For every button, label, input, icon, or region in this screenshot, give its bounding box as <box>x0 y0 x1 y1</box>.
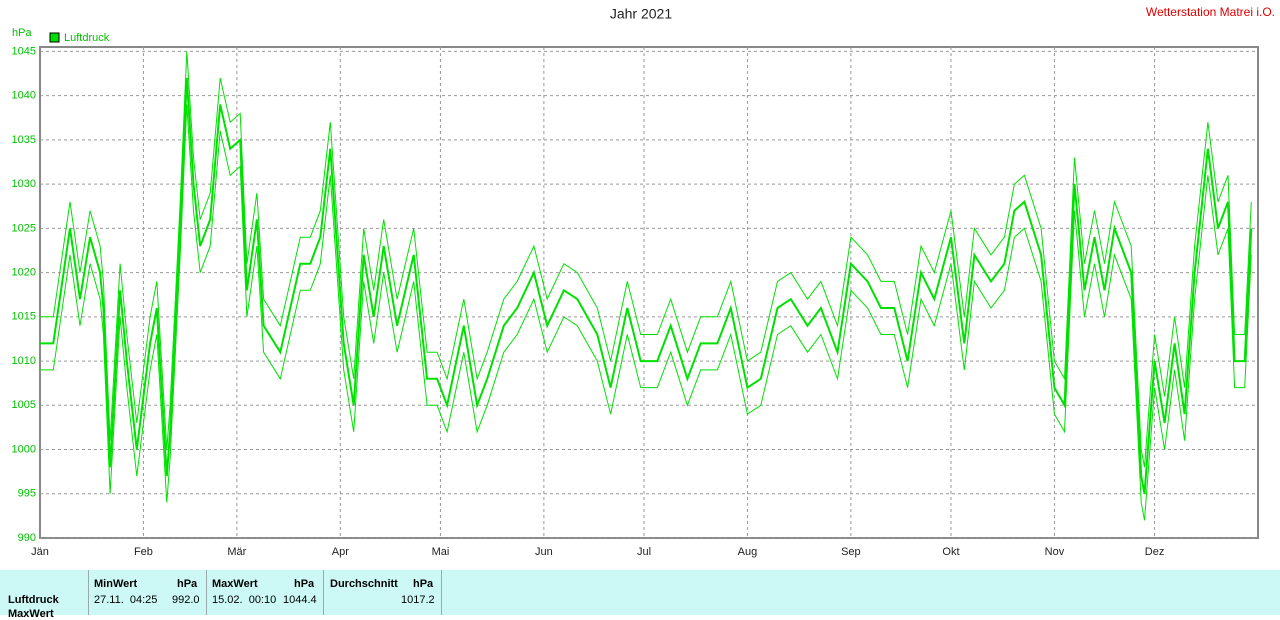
legend-swatch <box>49 32 60 43</box>
chart: Jahr 2021 Wetterstation Matrei i.O. hPa … <box>12 5 1275 558</box>
y-tick-label: 990 <box>18 532 36 544</box>
series-line <box>40 51 1252 468</box>
y-tick-label: 1040 <box>12 90 36 102</box>
header: MinWert <box>94 578 138 590</box>
x-tick-label: Nov <box>1045 546 1065 558</box>
row-label: Luftdruck <box>8 594 59 606</box>
y-tick-label: 1020 <box>12 267 36 279</box>
unit: hPa <box>294 578 315 590</box>
value: 1017.2 <box>401 594 435 606</box>
separator <box>441 570 442 615</box>
separator <box>323 570 324 615</box>
series-line <box>40 77 1253 494</box>
y-unit: hPa <box>12 27 32 39</box>
separator <box>88 570 89 615</box>
x-tick-label: Jul <box>637 546 651 558</box>
series-line <box>40 104 1252 521</box>
y-tick-label: 1030 <box>12 178 36 190</box>
station-name: Wetterstation Matrei i.O. <box>1146 5 1275 19</box>
separator <box>206 570 207 615</box>
x-tick-label: Dez <box>1145 546 1165 558</box>
y-tick-label: 1000 <box>12 443 36 455</box>
stats-panel: Luftdruck MaxWert MinWert hPa 27.11. 04:… <box>0 570 1280 620</box>
header: MaxWert <box>212 578 258 590</box>
row-label: MaxWert <box>8 608 54 620</box>
chart-title: Jahr 2021 <box>610 6 672 22</box>
y-tick-label: 1045 <box>12 45 36 57</box>
x-tick-label: Jän <box>31 546 49 558</box>
plot-frame <box>39 46 1259 539</box>
y-tick-label: 1025 <box>12 222 36 234</box>
x-tick-label: Mai <box>432 546 450 558</box>
x-tick-label: Feb <box>134 546 153 558</box>
y-tick-label: 995 <box>18 488 36 500</box>
y-tick-label: 1005 <box>12 399 36 411</box>
x-tick-label: Mär <box>227 546 246 558</box>
x-tick-label: Apr <box>332 546 349 558</box>
legend-label: Luftdruck <box>64 32 110 44</box>
header: Durchschnitt <box>330 578 398 590</box>
time: 27.11. 04:25 <box>94 594 158 606</box>
x-tick-label: Sep <box>841 546 861 558</box>
value: 1044.4 <box>283 594 317 606</box>
unit: hPa <box>413 578 434 590</box>
y-tick-label: 1010 <box>12 355 36 367</box>
x-tick-label: Aug <box>738 546 758 558</box>
x-tick-label: Jun <box>535 546 553 558</box>
time: 15.02. 00:10 <box>212 594 277 606</box>
x-tick-label: Okt <box>942 546 959 558</box>
unit: hPa <box>177 578 198 590</box>
y-tick-label: 1035 <box>12 134 36 146</box>
value: 992.0 <box>172 594 200 606</box>
y-tick-label: 1015 <box>12 311 36 323</box>
